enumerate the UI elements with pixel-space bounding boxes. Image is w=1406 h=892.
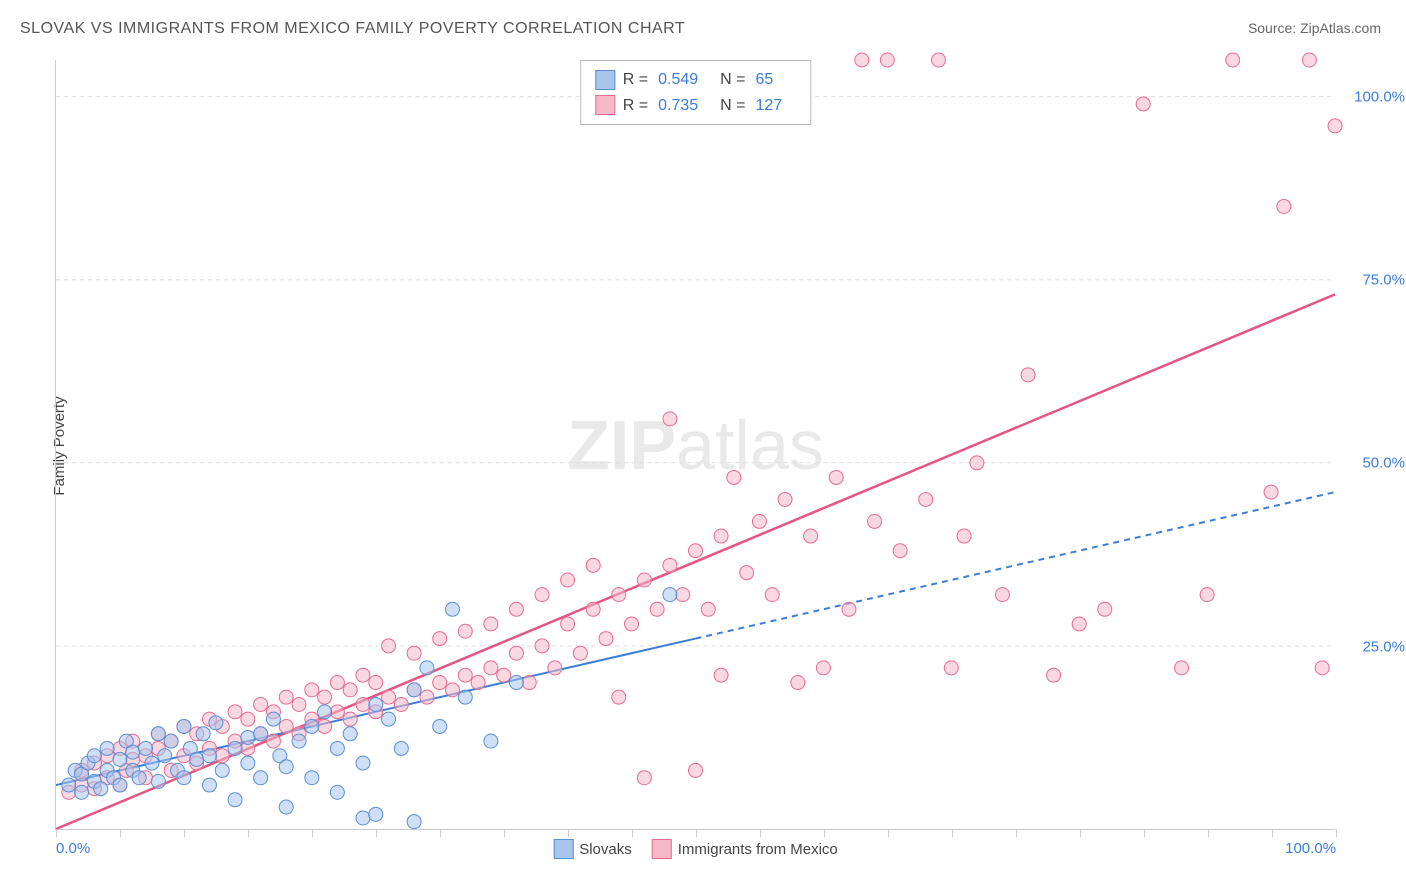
legend-correlation-box: R = 0.549 N = 65 R = 0.735 N = 127 [580,60,811,125]
n-label: N = [720,67,745,93]
x-tick-label: 100.0% [1285,840,1336,857]
legend-label-immigrants: Immigrants from Mexico [678,841,838,858]
legend-row-immigrants: R = 0.735 N = 127 [595,93,796,119]
legend-item-immigrants: Immigrants from Mexico [652,839,838,859]
swatch-immigrants [652,839,672,859]
chart-title: SLOVAK VS IMMIGRANTS FROM MEXICO FAMILY … [20,20,685,38]
y-tick-label: 100.0% [1345,88,1405,105]
swatch-slovaks [595,70,615,90]
n-value-slovaks: 65 [756,67,774,93]
r-value-slovaks: 0.549 [658,67,698,93]
swatch-slovaks [553,839,573,859]
x-tick-label: 0.0% [56,840,90,857]
y-tick-label: 25.0% [1345,638,1405,655]
r-label: R = [623,67,648,93]
legend-item-slovaks: Slovaks [553,839,632,859]
legend-row-slovaks: R = 0.549 N = 65 [595,67,796,93]
swatch-immigrants [595,95,615,115]
n-value-immigrants: 127 [756,93,783,119]
n-label: N = [720,93,745,119]
plot-area: ZIPatlas 25.0%50.0%75.0%100.0% 0.0%100.0… [55,60,1335,830]
chart-svg [56,60,1335,829]
legend-series: Slovaks Immigrants from Mexico [553,839,838,859]
y-tick-label: 75.0% [1345,272,1405,289]
r-value-immigrants: 0.735 [658,93,698,119]
y-tick-label: 50.0% [1345,455,1405,472]
source-attribution: Source: ZipAtlas.com [1248,20,1381,36]
legend-label-slovaks: Slovaks [579,841,632,858]
r-label: R = [623,93,648,119]
